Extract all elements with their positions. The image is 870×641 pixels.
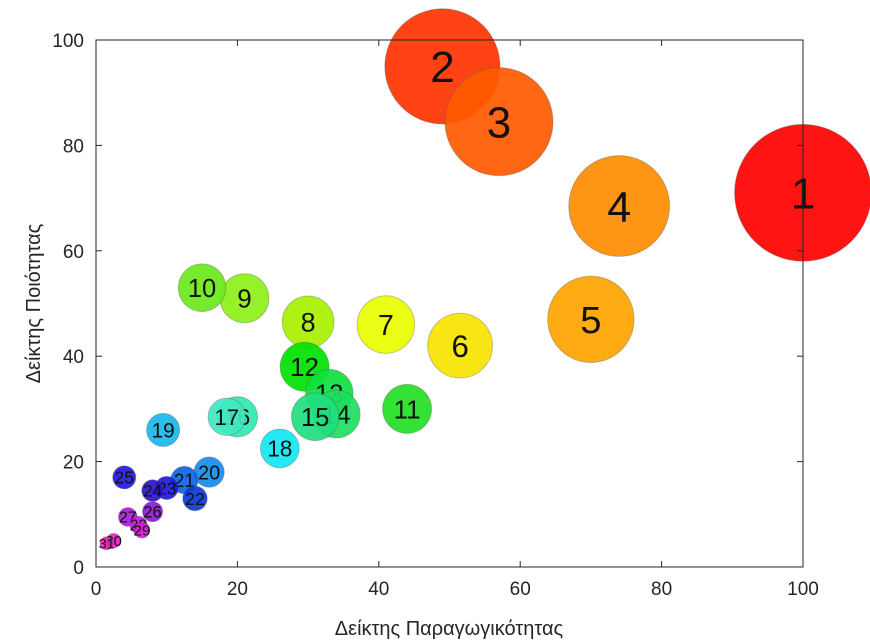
bubble-label-6: 6 bbox=[451, 329, 468, 364]
bubble-label-22: 22 bbox=[185, 489, 205, 509]
x-tick-label: 20 bbox=[227, 579, 248, 600]
y-axis-title: Δείκτης Ποιότητας bbox=[23, 223, 45, 383]
x-tick-label: 60 bbox=[510, 579, 531, 600]
x-tick-label: 100 bbox=[787, 579, 819, 600]
x-axis-title: Δείκτης Παραγωγικότητας bbox=[335, 618, 564, 640]
bubble-label-17: 17 bbox=[214, 405, 239, 430]
bubble-19 bbox=[146, 412, 181, 448]
bubble-17 bbox=[207, 397, 247, 437]
plot-frame bbox=[95, 39, 804, 568]
bubble-label-31: 31 bbox=[99, 536, 115, 552]
bubble-3 bbox=[444, 67, 554, 177]
bubble-label-10: 10 bbox=[188, 275, 216, 303]
x-tick-label: 80 bbox=[651, 579, 672, 600]
y-tick-label: 40 bbox=[63, 347, 84, 368]
bubble-label-3: 3 bbox=[487, 99, 511, 148]
bubble-label-4: 4 bbox=[607, 183, 631, 231]
bubble-15 bbox=[290, 392, 340, 442]
bubble-18 bbox=[259, 428, 300, 469]
y-axis-ticks: 0 20 40 60 80 100 bbox=[52, 31, 803, 579]
bubble-6 bbox=[427, 312, 494, 379]
bubble-label-15: 15 bbox=[301, 404, 329, 432]
bubble-29 bbox=[133, 521, 151, 539]
bubble-label-25: 25 bbox=[115, 468, 134, 488]
bubble-label-9: 9 bbox=[237, 284, 251, 314]
bubble-31 bbox=[99, 536, 114, 551]
y-tick-label: 60 bbox=[63, 242, 84, 263]
y-tick-label: 100 bbox=[52, 31, 84, 52]
bubble-label-18: 18 bbox=[267, 436, 292, 462]
bubble-label-2: 2 bbox=[430, 43, 454, 92]
bubble-26 bbox=[141, 501, 164, 523]
bubble-22 bbox=[182, 485, 208, 512]
bubble-10 bbox=[177, 263, 227, 312]
bubble-label-7: 7 bbox=[378, 310, 394, 342]
bubble-label-26: 26 bbox=[143, 503, 161, 522]
bubble-label-21: 21 bbox=[174, 471, 195, 492]
x-tick-label: 0 bbox=[91, 579, 102, 600]
x-axis-ticks: 0 20 40 60 80 100 bbox=[91, 40, 819, 600]
bubble-label-5: 5 bbox=[580, 299, 601, 342]
y-tick-label: 0 bbox=[73, 558, 84, 579]
bubble-label-24: 24 bbox=[143, 482, 162, 501]
bubble-25 bbox=[112, 465, 137, 490]
x-tick-label: 40 bbox=[368, 579, 389, 600]
bubble-label-8: 8 bbox=[301, 308, 316, 338]
bubble-label-29: 29 bbox=[134, 523, 151, 540]
bubble-4 bbox=[568, 155, 671, 257]
bubble-24 bbox=[141, 479, 164, 502]
y-tick-label: 80 bbox=[63, 136, 84, 157]
bubble-label-19: 19 bbox=[152, 419, 175, 442]
bubble-5 bbox=[547, 275, 635, 364]
bubble-7 bbox=[356, 295, 416, 354]
bubbles-layer: 1234567891112101314151618171920212223252… bbox=[99, 8, 870, 552]
bubble-11 bbox=[382, 383, 433, 434]
bubble-label-11: 11 bbox=[394, 394, 421, 424]
bubble-label-20: 20 bbox=[198, 462, 220, 484]
y-tick-label: 20 bbox=[63, 453, 84, 474]
